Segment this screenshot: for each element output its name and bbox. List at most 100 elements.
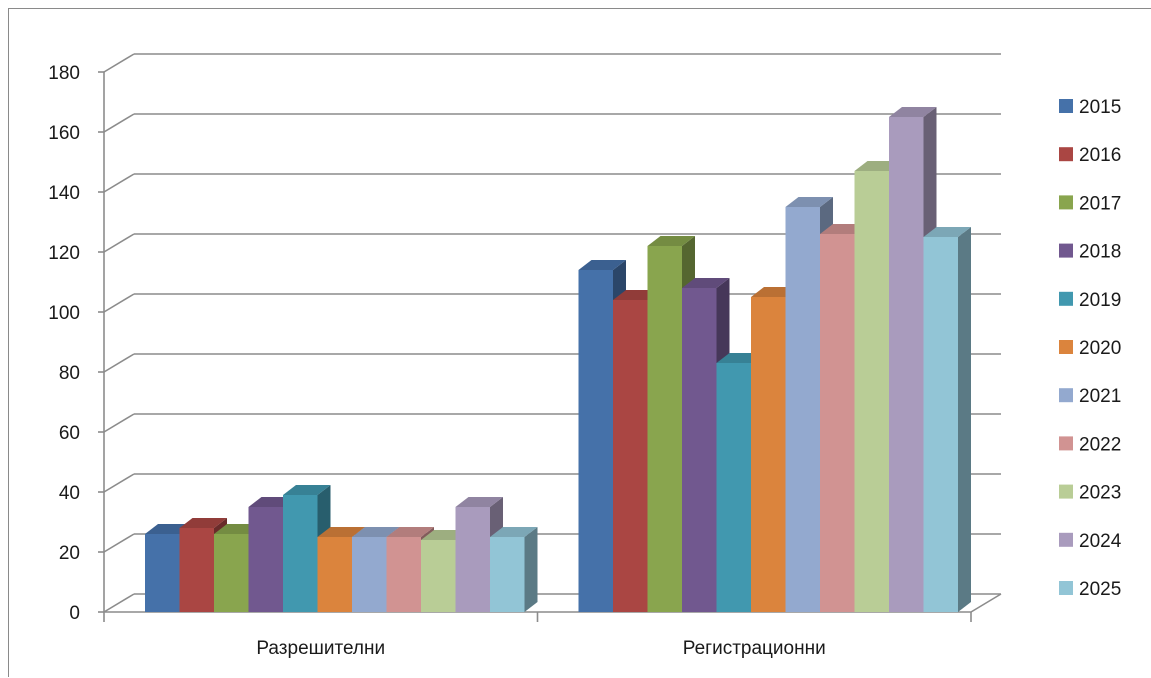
gridline-side xyxy=(103,533,135,553)
legend-swatch xyxy=(1059,195,1073,210)
y-tick-label: 180 xyxy=(48,63,80,84)
y-tick-label: 40 xyxy=(59,483,80,504)
y-tick-label: 100 xyxy=(48,303,80,324)
legend-swatch xyxy=(1059,99,1073,113)
bar-top xyxy=(455,497,503,507)
gridline-side xyxy=(103,293,135,313)
legend-label: 2022 xyxy=(1079,434,1121,455)
legend-label: 2015 xyxy=(1079,97,1121,118)
bar-top xyxy=(386,527,434,537)
bar xyxy=(490,527,538,612)
bar-front xyxy=(421,540,456,612)
bar-front xyxy=(785,207,820,612)
bar-front xyxy=(889,117,924,612)
legend-item: 2020 xyxy=(1059,338,1121,359)
gridline-side xyxy=(103,53,135,73)
x-tick-label: Регистрационни xyxy=(683,638,826,659)
legend-swatch xyxy=(1059,340,1073,354)
x-axis: Разрешителни Регистрационни xyxy=(103,612,972,659)
bar-side xyxy=(958,227,971,612)
y-tick-label: 140 xyxy=(48,183,80,204)
legend-item: 2023 xyxy=(1059,483,1121,504)
legend-swatch xyxy=(1059,147,1073,162)
legend-swatch xyxy=(1059,388,1073,403)
legend-label: 2020 xyxy=(1079,338,1121,359)
legend-label: 2017 xyxy=(1079,193,1121,214)
legend-label: 2019 xyxy=(1079,290,1121,311)
bar xyxy=(923,227,971,612)
bars xyxy=(145,107,971,612)
legend-label: 2018 xyxy=(1079,242,1121,263)
bar-top xyxy=(352,527,400,537)
gridline-side xyxy=(103,473,135,493)
legend-label: 2021 xyxy=(1079,386,1121,407)
gridline-side xyxy=(103,593,135,613)
bar-front xyxy=(854,171,889,612)
gridline-side xyxy=(103,173,135,193)
bar-top xyxy=(785,197,833,207)
bar-front xyxy=(923,237,958,612)
bar-front xyxy=(214,534,249,612)
bar-top xyxy=(923,227,971,237)
legend-item: 2024 xyxy=(1059,531,1122,552)
bar-front xyxy=(317,537,352,612)
y-tick-label: 160 xyxy=(48,123,80,144)
legend-swatch xyxy=(1059,484,1073,499)
bar-top xyxy=(179,518,227,528)
gridline-side xyxy=(103,413,135,433)
legend-item: 2018 xyxy=(1059,242,1121,263)
legend-item: 2017 xyxy=(1059,193,1121,214)
legend-swatch xyxy=(1059,291,1073,306)
legend-label: 2024 xyxy=(1079,531,1122,552)
bar-front xyxy=(820,234,855,612)
legend-swatch xyxy=(1059,436,1073,451)
bar-front xyxy=(490,537,525,612)
bar-front xyxy=(386,537,421,612)
bar-front xyxy=(248,507,283,612)
bar-front xyxy=(613,300,648,612)
legend-label: 2025 xyxy=(1079,579,1121,600)
bar-chart: 0 20 40 60 80 100 120 140 160 180 Разрешителни Реги… xyxy=(48,53,1122,659)
legend-swatch xyxy=(1059,532,1073,547)
legend-item: 2021 xyxy=(1059,386,1121,407)
legend-label: 2023 xyxy=(1079,483,1121,504)
bar-front xyxy=(716,363,751,612)
bar-front xyxy=(682,288,717,612)
bar-front xyxy=(145,534,180,612)
bar-front xyxy=(352,537,387,612)
x-tick-label: Разрешителни xyxy=(256,638,385,659)
bar-front xyxy=(179,528,214,612)
gridline-side xyxy=(103,113,135,133)
y-tick-label: 20 xyxy=(59,543,80,564)
legend-item: 2019 xyxy=(1059,290,1121,311)
legend-label: 2016 xyxy=(1079,145,1121,166)
bar-front xyxy=(455,507,490,612)
bar-side xyxy=(524,527,538,612)
legend-item: 2022 xyxy=(1059,434,1121,455)
bar-top xyxy=(647,236,695,246)
bar-top xyxy=(682,278,730,288)
legend-swatch xyxy=(1059,581,1073,595)
y-tick-label: 0 xyxy=(69,603,80,624)
legend-item: 2025 xyxy=(1059,579,1121,600)
bar-front xyxy=(647,246,682,612)
bar-top xyxy=(317,527,365,537)
gridline-side xyxy=(103,353,135,373)
legend-item: 2016 xyxy=(1059,145,1121,166)
gridline-side xyxy=(103,233,135,253)
bar-top xyxy=(889,107,937,117)
bar-top xyxy=(578,260,626,270)
legend-swatch xyxy=(1059,243,1073,258)
bar-front xyxy=(283,495,318,612)
y-tick-labels: 0 20 40 60 80 100 120 140 160 180 xyxy=(48,63,104,624)
legend: 2015 2016 2017 2018 2019 2020 2021 2022 2023 2024… xyxy=(1059,97,1122,600)
y-tick-label: 80 xyxy=(59,363,80,384)
y-tick-label: 120 xyxy=(48,243,80,264)
bar-top xyxy=(283,485,331,495)
legend-item: 2015 xyxy=(1059,97,1121,118)
chart-area: 0 20 40 60 80 100 120 140 160 180 Разрешителни Реги… xyxy=(8,8,1151,677)
y-tick-label: 60 xyxy=(59,423,80,444)
bar-front xyxy=(578,270,613,612)
bar-front xyxy=(751,297,786,612)
bar-top xyxy=(490,527,538,537)
